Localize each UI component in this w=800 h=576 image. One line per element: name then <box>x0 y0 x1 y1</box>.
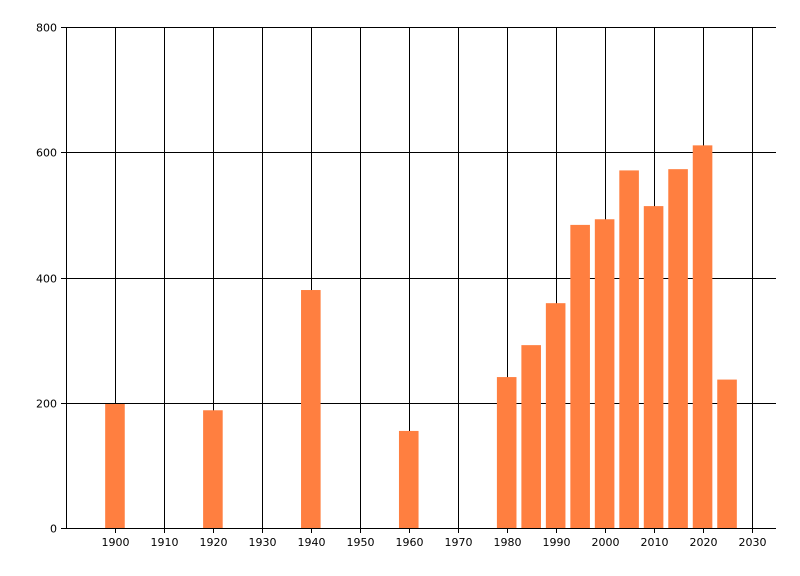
bar-2010 <box>643 206 664 529</box>
axes <box>66 27 776 529</box>
bar-1980 <box>496 377 517 528</box>
bar-1985 <box>521 345 541 528</box>
y-tick-labels: 0 200 400 600 800 <box>36 22 57 536</box>
bar-2005 <box>619 170 639 528</box>
x-tick-label-1910: 1910 <box>151 536 179 549</box>
x-tick-label-2010: 2010 <box>641 536 669 549</box>
x-tick-label-1980: 1980 <box>494 536 522 549</box>
bar-2020 <box>692 145 713 528</box>
x-tick-label-1960: 1960 <box>396 536 424 549</box>
bar-2000 <box>594 219 615 529</box>
bar-1920 <box>203 410 223 528</box>
y-tick-label-600: 600 <box>36 147 57 160</box>
x-tick-label-2030: 2030 <box>739 536 767 549</box>
bar-1990 <box>545 303 566 528</box>
y-tick-label-400: 400 <box>36 273 57 286</box>
x-tick-label-1900: 1900 <box>102 536 130 549</box>
x-tick-label-1940: 1940 <box>298 536 326 549</box>
y-tick-label-0: 0 <box>50 523 57 536</box>
x-tick-label-2000: 2000 <box>592 536 620 549</box>
bar-1940 <box>301 290 321 528</box>
y-tick-label-800: 800 <box>36 22 57 35</box>
bar-2025 <box>717 379 737 528</box>
y-tick-label-200: 200 <box>36 398 57 411</box>
x-tick-label-1970: 1970 <box>445 536 473 549</box>
x-tick-labels: 1900 1910 1920 1930 1940 1950 1960 1970 1980 1990… <box>102 536 767 549</box>
bar-2015 <box>668 169 688 528</box>
bar-1960 <box>398 430 419 528</box>
x-tick-label-2020: 2020 <box>690 536 718 549</box>
x-tick-label-1920: 1920 <box>200 536 228 549</box>
x-tick-label-1950: 1950 <box>347 536 375 549</box>
x-tick-label-1990: 1990 <box>543 536 571 549</box>
bar-1995 <box>570 224 590 528</box>
bar-1900 <box>105 404 125 528</box>
bars <box>105 145 737 529</box>
x-tick-label-1930: 1930 <box>249 536 277 549</box>
